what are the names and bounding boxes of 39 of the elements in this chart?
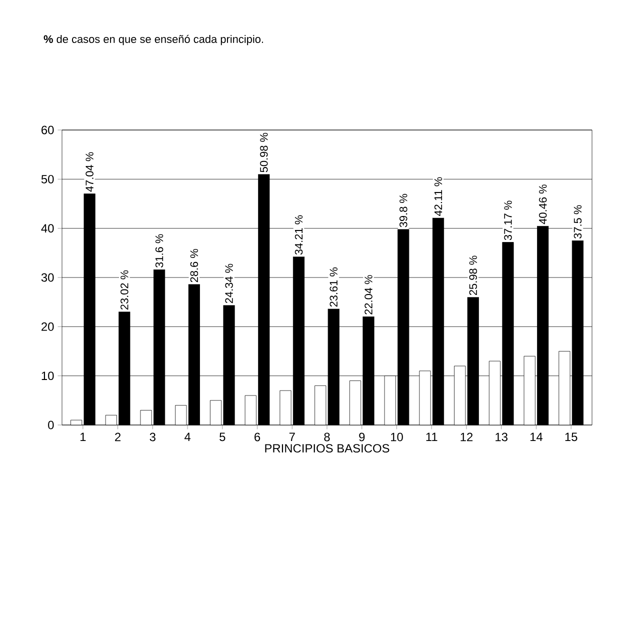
y-tick-label: 40 [41, 224, 54, 233]
x-tick-label: 12 [460, 432, 473, 442]
y-tick-label: 10 [42, 372, 54, 380]
data-label: 28.6 % [190, 248, 198, 282]
x-tick-label: 8 [324, 432, 330, 442]
x-tick-label: 4 [184, 432, 190, 441]
x-tick-label: 2 [115, 432, 121, 442]
data-label: 39.8 % [399, 194, 408, 228]
data-label: 34.21 % [294, 215, 303, 255]
x-tick-label: 7 [289, 432, 295, 441]
data-label: 22.04 % [364, 275, 372, 314]
x-tick-label: 6 [254, 432, 260, 442]
data-label: 50.98 % [260, 132, 268, 172]
data-label: 31.6 % [155, 234, 164, 268]
x-tick-label: 14 [530, 432, 543, 441]
y-tick-label: 60 [42, 126, 54, 134]
data-label: 42.11 % [434, 177, 442, 216]
y-tick-label: 0 [48, 420, 54, 430]
x-tick-label: 10 [391, 432, 403, 442]
x-tick-label: 13 [496, 432, 508, 442]
data-label: 25.98 % [469, 256, 477, 296]
x-axis-title: PRINCIPIOS BASICOS [265, 444, 390, 453]
x-tick-label: 9 [359, 432, 365, 442]
data-label: 24.34 % [225, 264, 233, 304]
data-label: 23.02 % [120, 270, 128, 310]
chart-title: % de casos en que se enseñó cada principio. [44, 34, 264, 46]
data-label: 40.46 % [538, 184, 547, 224]
y-tick-label: 30 [41, 273, 54, 282]
y-tick-label: 50 [41, 174, 54, 184]
x-tick-label: 1 [80, 432, 86, 441]
x-tick-label: 11 [426, 432, 438, 441]
data-label: 47.04 % [86, 152, 94, 192]
x-tick-label: 3 [150, 432, 156, 442]
x-tick-label: 15 [565, 432, 578, 442]
data-label: 37.5 % [574, 205, 582, 239]
data-label: 23.61 % [330, 267, 338, 307]
y-tick-label: 20 [42, 322, 54, 331]
x-tick-label: 5 [220, 432, 226, 442]
data-label: 37.17 % [504, 200, 512, 240]
